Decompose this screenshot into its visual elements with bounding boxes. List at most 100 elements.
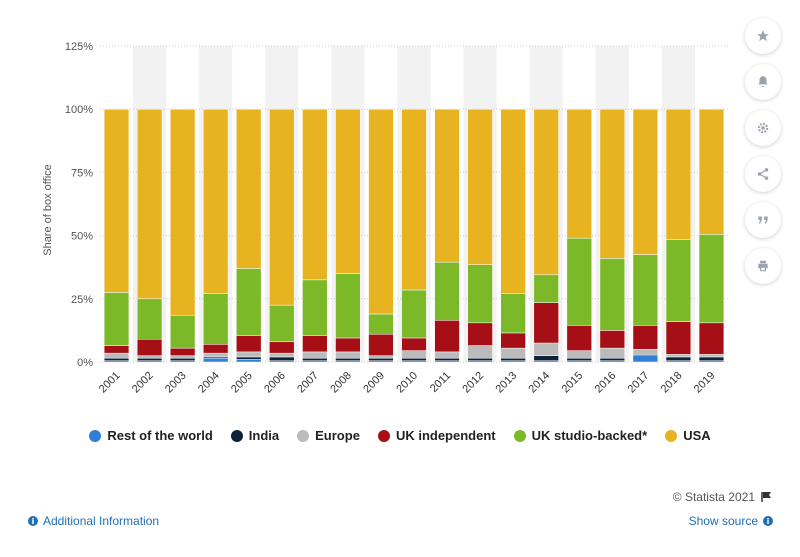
notification-button[interactable] (745, 64, 781, 100)
cite-button[interactable] (745, 202, 781, 238)
bar-segment (169, 347, 196, 356)
share-button[interactable] (745, 156, 781, 192)
bar-segment (698, 108, 725, 235)
info-icon: i (28, 516, 38, 526)
bar-segment (500, 357, 526, 361)
bar-segment (500, 293, 526, 334)
x-tick-label: 2009 (361, 370, 387, 396)
bar-segment (434, 357, 460, 361)
bar-segment (434, 108, 460, 263)
bar-segment (236, 335, 262, 353)
bar-segment (368, 313, 394, 335)
show-source-label: Show source (688, 514, 758, 528)
x-tick-label: 2010 (394, 370, 420, 396)
settings-button[interactable] (745, 110, 781, 146)
bar-segment (665, 356, 692, 361)
bar-segment (103, 357, 130, 361)
bar-segment (269, 108, 295, 306)
legend-item[interactable]: Rest of the world (89, 428, 213, 443)
bar-segment (136, 355, 163, 359)
bar-segment (632, 254, 659, 326)
x-tick-label: 2008 (328, 370, 354, 396)
bar-segment (599, 330, 625, 349)
print-icon (758, 260, 768, 272)
bar-segment (401, 289, 427, 339)
bar-segment (335, 108, 361, 274)
y-tick-label: 75% (71, 167, 93, 179)
x-tick-label: 2012 (460, 370, 486, 396)
legend-item[interactable]: Europe (297, 428, 360, 443)
show-source-link[interactable]: Show source i (689, 514, 773, 528)
bar-segment (302, 351, 328, 359)
x-tick-label: 2018 (659, 370, 685, 396)
bar-segment (203, 357, 229, 363)
bar-segment (665, 321, 692, 355)
bar-segment (467, 357, 493, 361)
bar-segment (203, 344, 229, 354)
bar-segment (566, 325, 592, 351)
legend-item[interactable]: India (230, 428, 280, 443)
bar-segment (467, 345, 493, 359)
print-button[interactable] (745, 248, 781, 284)
bar-segment (368, 108, 394, 315)
legend-label: UK studio-backed* (531, 428, 648, 443)
x-tick-label: 2001 (97, 370, 123, 396)
bar-segment (467, 264, 493, 324)
x-tick-label: 2005 (229, 370, 255, 396)
legend-label: Europe (315, 428, 360, 443)
bar-segment (236, 359, 262, 363)
legend-marker (665, 429, 678, 442)
credits-text: © Statista 2021 (672, 490, 755, 504)
bar-segment (203, 293, 229, 345)
bar-segment (500, 347, 526, 359)
bar-segment (566, 357, 592, 361)
legend-label: USA (683, 428, 711, 443)
legend-label: India (248, 428, 280, 443)
bar-segment (566, 237, 592, 326)
y-tick-label: 100% (65, 104, 93, 116)
bar-segment (236, 356, 262, 360)
legend-item[interactable]: UK independent (377, 428, 496, 443)
x-tick-label: 2006 (262, 370, 288, 396)
bar-segment (467, 322, 493, 346)
legend-item[interactable]: USA (665, 428, 711, 443)
bar-segment (401, 357, 427, 361)
favorite-button[interactable] (745, 18, 781, 54)
bar-segment (467, 108, 493, 265)
bar-segment (533, 274, 559, 303)
bar-segment (169, 108, 196, 316)
bar-segment (698, 354, 725, 358)
share-icon (757, 168, 769, 180)
bar-segment (401, 108, 427, 291)
bar-segment (269, 341, 295, 354)
bar-segment (401, 337, 427, 351)
bar-segment (599, 357, 625, 361)
x-tick-label: 2007 (295, 370, 321, 396)
additional-information-link[interactable]: i Additional Information (28, 514, 159, 528)
x-tick-label: 2002 (130, 370, 156, 396)
y-tick-label: 0% (77, 357, 93, 369)
y-tick-label: 125% (65, 41, 93, 53)
x-tick-label: 2019 (692, 370, 718, 396)
bar-segment (368, 355, 394, 359)
bar-segment (632, 349, 659, 355)
legend-item[interactable]: UK studio-backed* (513, 428, 648, 443)
x-tick-label: 2004 (196, 370, 222, 396)
bar-segment (302, 279, 328, 336)
bar-segment (368, 333, 394, 356)
credits[interactable]: © Statista 2021 (673, 490, 773, 504)
bar-segment (632, 108, 659, 255)
legend-label: Rest of the world (107, 428, 213, 443)
bar-segment (103, 108, 130, 293)
bar-segment (599, 108, 625, 259)
bar-segment (335, 357, 361, 361)
x-tick-label: 2014 (527, 370, 553, 396)
bar-segment (335, 273, 361, 339)
bar-segment (169, 314, 196, 349)
bar-segment (103, 352, 130, 359)
bar-segment (599, 347, 625, 359)
bar-segment (665, 354, 692, 358)
x-tick-label: 2016 (593, 370, 619, 396)
bar-segment (169, 355, 196, 359)
